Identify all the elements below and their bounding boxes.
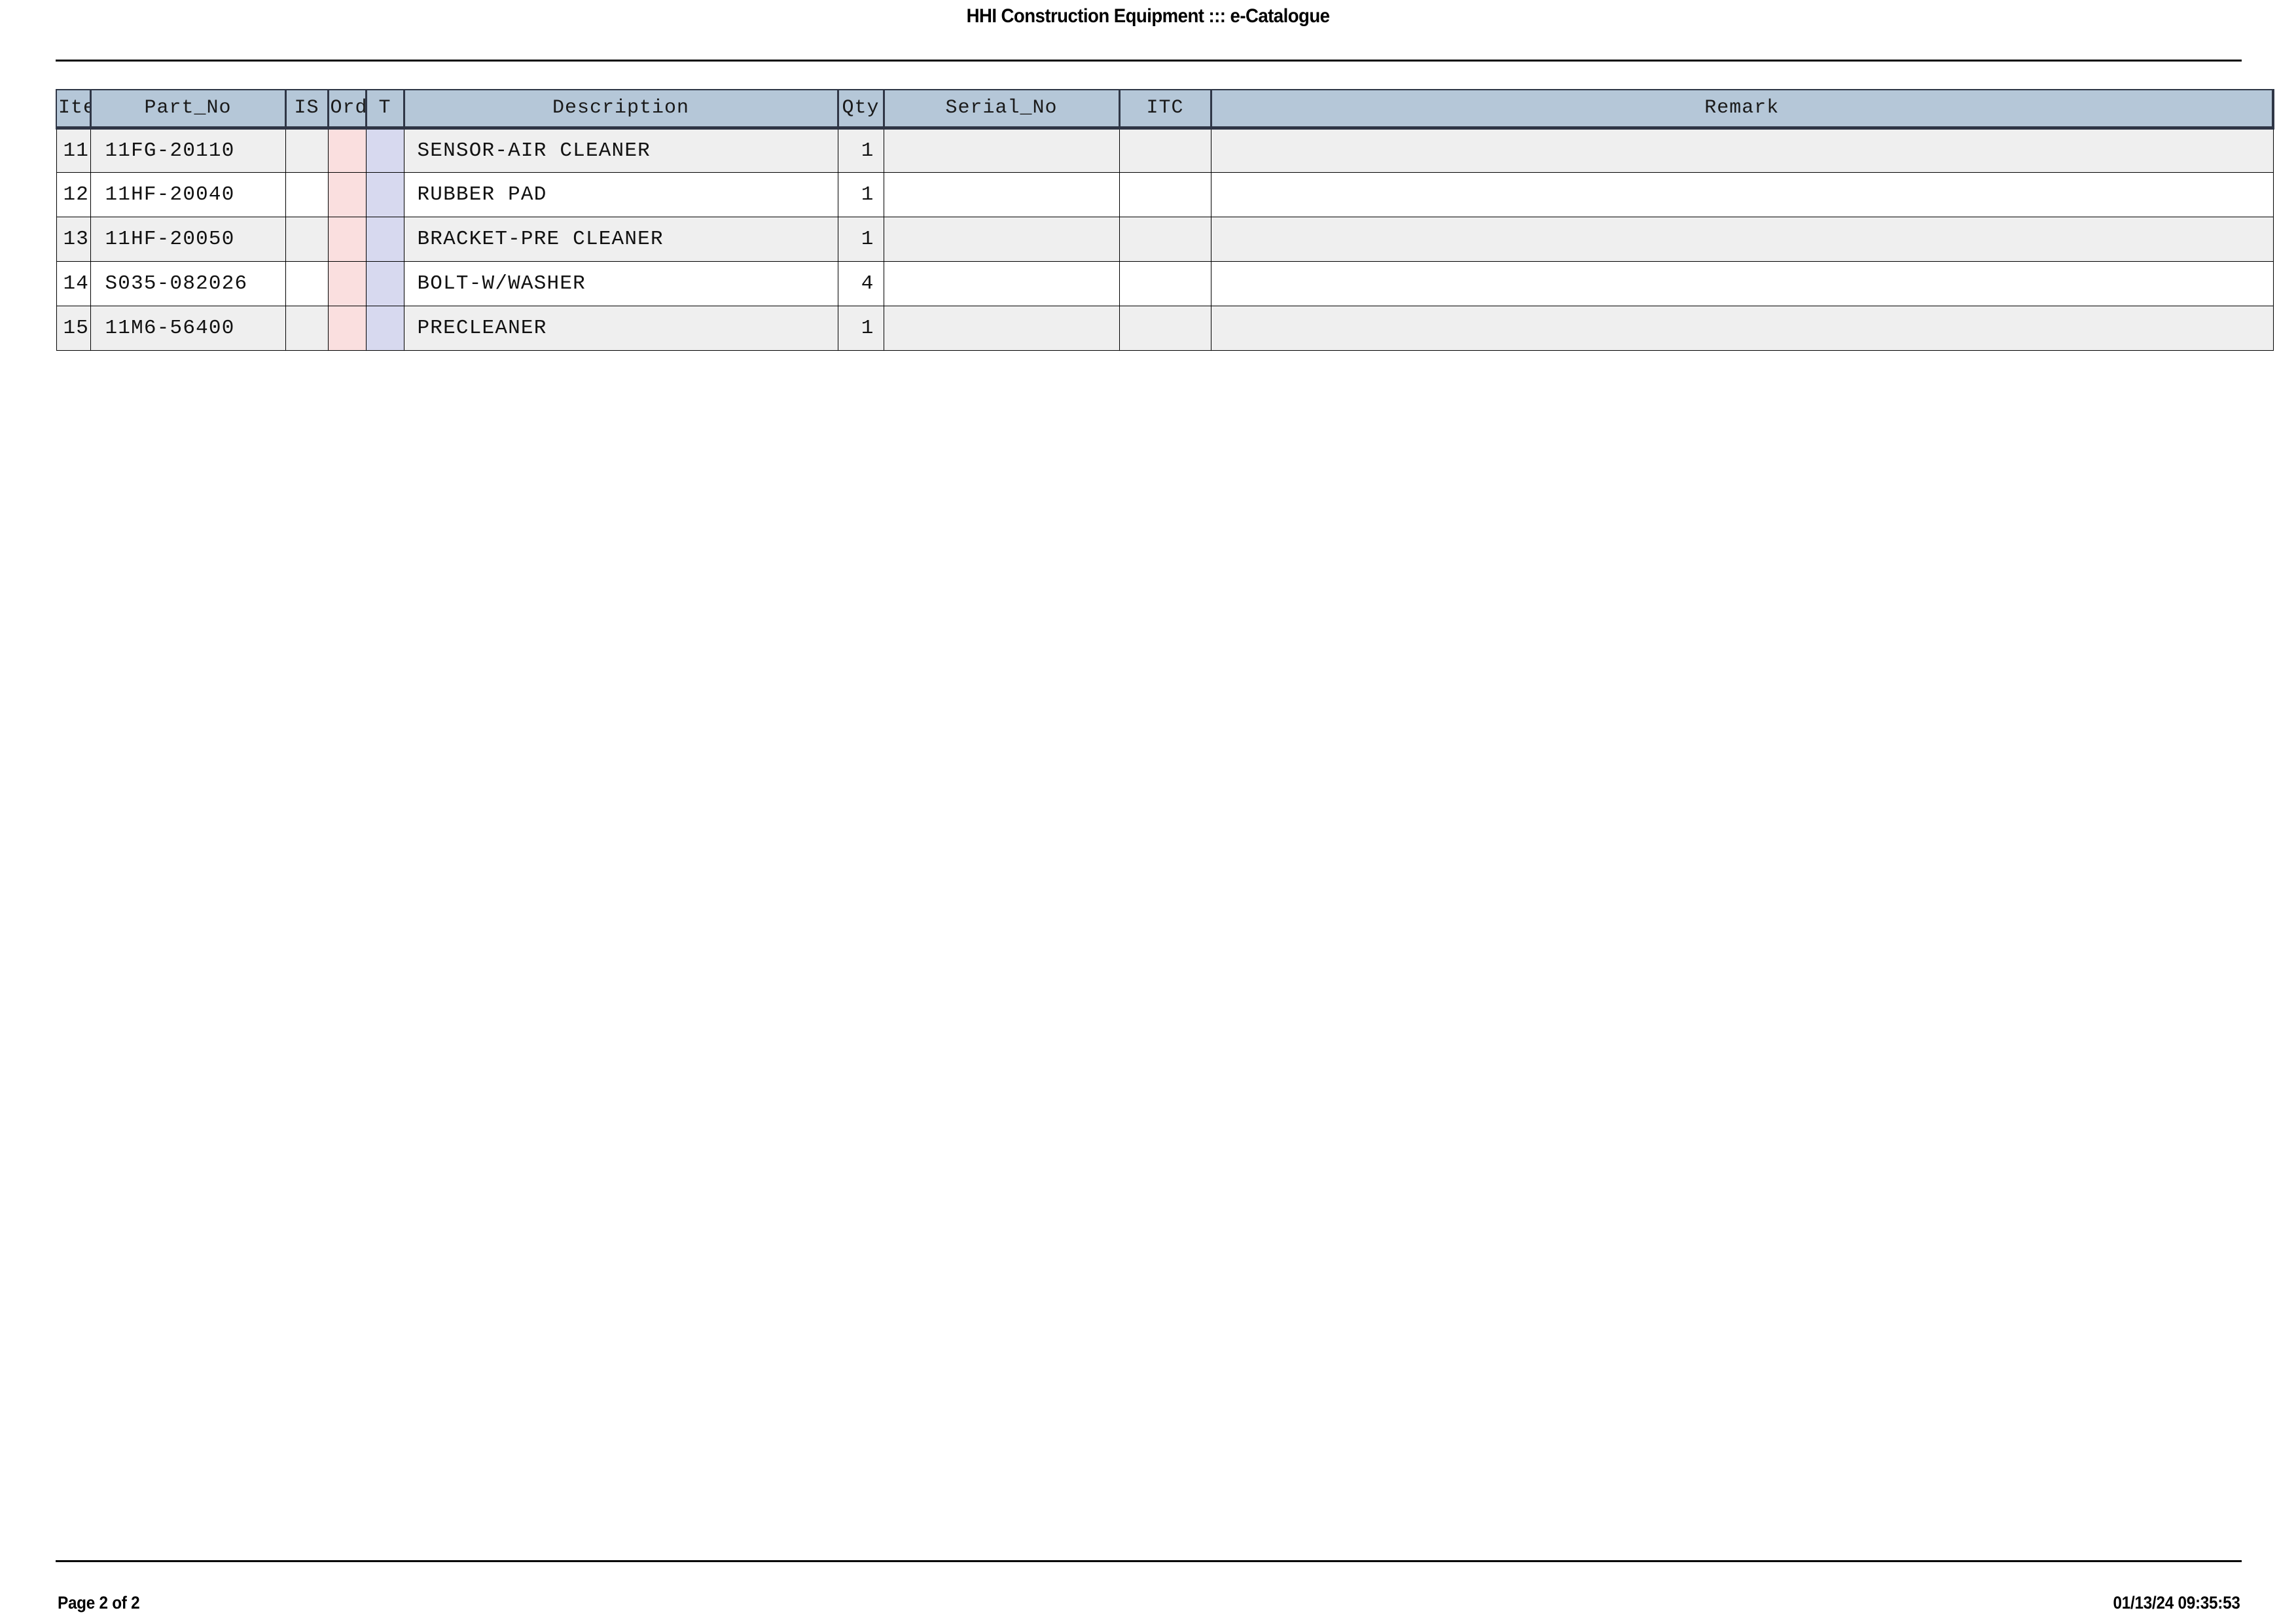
cell-is (285, 127, 329, 173)
cell-part-no: 11HF-20050 (90, 216, 286, 262)
cell-t (365, 260, 404, 306)
cell-itc (1119, 171, 1211, 217)
cell-qty: 1 (837, 216, 884, 262)
table-row[interactable]: 14 S035-082026 BOLT-W/WASHER 4 (56, 260, 2274, 306)
cell-itc (1119, 305, 1211, 351)
cell-serial-no (883, 260, 1120, 306)
cell-description: BRACKET-PRE CLEANER (403, 216, 838, 262)
cell-serial-no (883, 305, 1120, 351)
cell-t (365, 216, 404, 262)
cell-is (285, 260, 329, 306)
cell-qty: 1 (837, 127, 884, 173)
column-header-ord[interactable]: Ord (327, 89, 367, 130)
cell-t (365, 171, 404, 217)
page-number: Page 2 of 2 (58, 1593, 140, 1613)
cell-remark (1210, 305, 2274, 351)
cell-serial-no (883, 171, 1120, 217)
cell-itc (1119, 127, 1211, 173)
cell-serial-no (883, 127, 1120, 173)
footer-divider (56, 1560, 2242, 1562)
cell-remark (1210, 260, 2274, 306)
column-header-item[interactable]: Item (56, 89, 92, 130)
table-header: Item Part_No IS Ord T Description Qty Se… (56, 89, 2274, 130)
table-row[interactable]: 12 11HF-20040 RUBBER PAD 1 (56, 171, 2274, 217)
column-header-is[interactable]: IS (284, 89, 329, 130)
cell-ord (327, 305, 367, 351)
cell-itc (1119, 260, 1211, 306)
column-header-description[interactable]: Description (403, 89, 838, 130)
table-row[interactable]: 13 11HF-20050 BRACKET-PRE CLEANER 1 (56, 216, 2274, 262)
table-body: 11 11FG-20110 SENSOR-AIR CLEANER 1 12 11HF-20… (56, 127, 2274, 351)
cell-ord (327, 260, 367, 306)
cell-item: 14 (56, 260, 91, 306)
print-timestamp: 01/13/24 09:35:53 (2113, 1593, 2240, 1613)
cell-qty: 1 (837, 171, 884, 217)
column-header-t[interactable]: T (365, 89, 404, 130)
cell-remark (1210, 171, 2274, 217)
cell-part-no: 11M6-56400 (90, 305, 286, 351)
parts-table: Item Part_No IS Ord T Description Qty Se… (56, 89, 2274, 351)
cell-description: RUBBER PAD (403, 171, 838, 217)
header-divider (56, 60, 2242, 62)
cell-is (285, 171, 329, 217)
cell-serial-no (883, 216, 1120, 262)
cell-part-no: S035-082026 (90, 260, 286, 306)
cell-ord (327, 171, 367, 217)
cell-ord (327, 216, 367, 262)
column-header-remark[interactable]: Remark (1210, 89, 2274, 130)
table-row[interactable]: 15 11M6-56400 PRECLEANER 1 (56, 305, 2274, 351)
cell-remark (1210, 216, 2274, 262)
table-header-row: Item Part_No IS Ord T Description Qty Se… (56, 89, 2274, 130)
cell-itc (1119, 216, 1211, 262)
cell-ord (327, 127, 367, 173)
column-header-serial-no[interactable]: Serial_No (882, 89, 1120, 130)
cell-is (285, 305, 329, 351)
cell-t (365, 305, 404, 351)
cell-remark (1210, 127, 2274, 173)
cell-qty: 4 (837, 260, 884, 306)
cell-t (365, 127, 404, 173)
cell-part-no: 11FG-20110 (90, 127, 286, 173)
cell-item: 11 (56, 127, 91, 173)
cell-item: 12 (56, 171, 91, 217)
cell-description: BOLT-W/WASHER (403, 260, 838, 306)
column-header-itc[interactable]: ITC (1118, 89, 1211, 130)
cell-item: 15 (56, 305, 91, 351)
cell-part-no: 11HF-20040 (90, 171, 286, 217)
parts-table-container: Item Part_No IS Ord T Description Qty Se… (56, 89, 2274, 351)
cell-description: PRECLEANER (403, 305, 838, 351)
cell-qty: 1 (837, 305, 884, 351)
column-header-part-no[interactable]: Part_No (90, 89, 286, 130)
cell-description: SENSOR-AIR CLEANER (403, 127, 838, 173)
column-header-qty[interactable]: Qty (836, 89, 884, 130)
cell-is (285, 216, 329, 262)
table-row[interactable]: 11 11FG-20110 SENSOR-AIR CLEANER 1 (56, 127, 2274, 173)
cell-item: 13 (56, 216, 91, 262)
page-title: HHI Construction Equipment ::: e-Catalog… (966, 5, 1330, 27)
